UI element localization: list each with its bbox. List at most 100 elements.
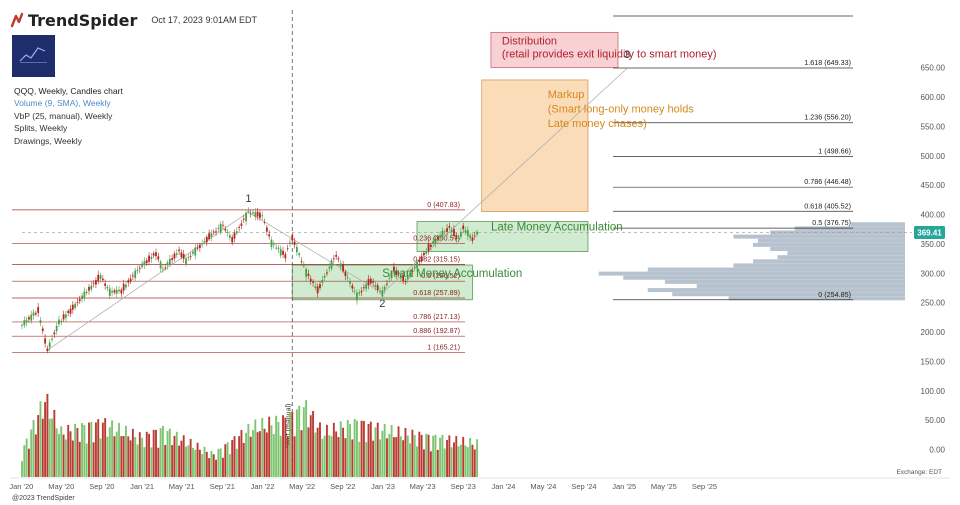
x-tick-label: May '22 xyxy=(289,482,315,491)
fib-extension-label: 1.618 (649.33) xyxy=(804,58,851,67)
y-tick-label: 250.00 xyxy=(921,299,946,308)
candle-body xyxy=(238,227,241,228)
candle-body xyxy=(127,280,130,283)
volume-bar xyxy=(309,415,312,477)
volume-bar xyxy=(402,440,405,477)
volume-bar xyxy=(360,420,363,477)
volume-bar xyxy=(374,427,377,477)
candle-body xyxy=(120,289,123,294)
volume-bar xyxy=(194,449,197,477)
volume-bar xyxy=(242,442,245,477)
candle-body xyxy=(286,248,289,250)
volume-bar xyxy=(443,448,446,477)
volume-bar xyxy=(94,422,97,477)
candle-body xyxy=(429,244,432,247)
legend-symbol[interactable]: QQQ, Weekly, Candles chart xyxy=(14,86,123,96)
candle-body xyxy=(97,274,100,282)
volume-bar xyxy=(155,429,157,477)
distribution-zone xyxy=(490,31,619,69)
legend-splits[interactable]: Splits, Weekly xyxy=(14,123,68,134)
volume-bar xyxy=(129,440,132,477)
vbp-bar xyxy=(672,292,905,297)
candle-body xyxy=(138,267,141,269)
volume-bar xyxy=(270,425,273,477)
volume-bar xyxy=(439,437,442,477)
candle-body xyxy=(74,303,77,309)
vbp-bar xyxy=(623,275,905,280)
candle-body xyxy=(263,222,266,223)
y-tick-label: 550.00 xyxy=(921,122,946,131)
volume-bar xyxy=(48,418,51,477)
candle-body xyxy=(367,278,370,286)
candle-body xyxy=(240,223,243,226)
candle-body xyxy=(106,286,109,289)
volume-bar xyxy=(231,439,234,477)
candle-body xyxy=(99,275,102,279)
volume-bar xyxy=(455,436,458,477)
candle-body xyxy=(122,283,125,291)
candle-body xyxy=(383,286,386,290)
legend-drawings[interactable]: Drawings, Weekly xyxy=(14,135,82,146)
candle-body xyxy=(25,320,28,323)
volume-bar xyxy=(307,427,310,477)
volume-bar xyxy=(462,436,465,477)
volume-bar xyxy=(261,417,264,477)
candle-body xyxy=(388,278,391,279)
volume-bar xyxy=(441,434,444,477)
wave-label: 3 xyxy=(624,49,630,61)
candle-body xyxy=(372,281,375,283)
volume-bar xyxy=(138,432,141,477)
volume-bar xyxy=(388,434,391,477)
y-tick-label: 100.00 xyxy=(921,387,946,396)
candle-body xyxy=(277,247,280,249)
candle-body xyxy=(41,328,44,332)
volume-bar xyxy=(429,451,432,477)
fib-retracement-label: 0.382 (315.15) xyxy=(413,254,460,263)
candle-body xyxy=(115,289,118,294)
candle-body xyxy=(118,289,120,292)
volume-bar xyxy=(240,430,243,477)
brand-name: TrendSpider xyxy=(28,10,138,30)
candle-body xyxy=(298,253,301,256)
volume-bar xyxy=(390,425,393,477)
legend-vbp[interactable]: VbP (25, manual), Weekly xyxy=(14,110,113,121)
volume-bar xyxy=(64,439,67,477)
volume-bar xyxy=(300,430,303,477)
volume-bar xyxy=(152,429,155,477)
vbp-bar xyxy=(770,246,905,251)
legend-volume[interactable]: Volume (9, SMA), Weekly xyxy=(14,98,111,109)
volume-bar xyxy=(323,435,326,477)
volume-bar xyxy=(159,428,162,477)
candle-body xyxy=(145,260,148,264)
volume-bar xyxy=(233,436,236,477)
volume-bar xyxy=(446,440,448,477)
volume-bar xyxy=(118,422,120,477)
volume-bar xyxy=(381,430,384,477)
candle-body xyxy=(295,246,298,253)
fib-extension: 0 (254.85) 0.5 (376.75) 0.618 (405.52) 0.78… xyxy=(613,15,853,301)
volume-bar xyxy=(392,437,395,477)
candle-body xyxy=(393,266,395,272)
volume-bar xyxy=(346,419,349,477)
volume-bar xyxy=(161,425,164,477)
candle-body xyxy=(231,237,234,243)
candle-body xyxy=(34,313,37,315)
volume-bar xyxy=(85,443,88,477)
volume-bar xyxy=(99,438,102,477)
fib-retracement-label: 0.236 (350.57) xyxy=(413,234,460,243)
x-tick-label: Jan '25 xyxy=(612,482,636,491)
volume-bar xyxy=(325,424,328,477)
volume-bar xyxy=(312,410,315,477)
x-tick-label: Sep '25 xyxy=(692,482,717,491)
x-tick-label: May '20 xyxy=(48,482,74,491)
volume-bar xyxy=(268,416,271,477)
candle-body xyxy=(386,283,388,285)
volume-bar xyxy=(362,420,365,477)
candle-body xyxy=(460,232,462,237)
candle-body xyxy=(76,302,79,303)
wave-label: 2 xyxy=(379,298,385,310)
candle-body xyxy=(469,235,472,239)
y-tick-label: 400.00 xyxy=(921,211,946,220)
volume-bar xyxy=(32,420,35,477)
